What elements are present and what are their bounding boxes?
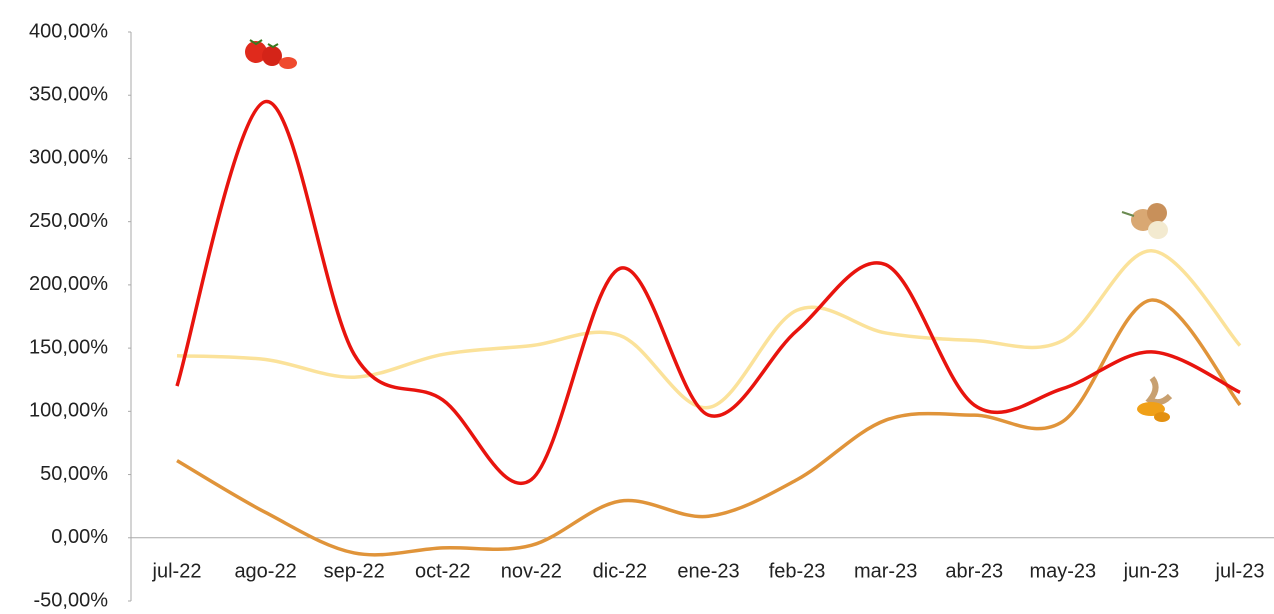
x-tick-label: mar-23	[854, 560, 917, 582]
series-line	[177, 101, 1240, 483]
y-tick-label: 0,00%	[51, 526, 108, 548]
x-tick-label: jun-23	[1123, 560, 1180, 582]
tomato-icon	[245, 40, 297, 69]
y-tick-label: 200,00%	[29, 273, 108, 295]
x-tick-label: dic-22	[593, 560, 647, 582]
y-tick-label: 100,00%	[29, 400, 108, 422]
series-line	[177, 251, 1240, 408]
x-tick-label: abr-23	[945, 560, 1003, 582]
y-tick-label: 250,00%	[29, 210, 108, 232]
x-tick-label: jul-23	[1215, 560, 1265, 582]
chart: -50,00% 0,00% 50,00% 100,00% 150,00% 200,00% 2…	[0, 0, 1274, 609]
y-tick-label: 150,00%	[29, 336, 108, 358]
x-tick-label: oct-22	[415, 560, 471, 582]
y-tick-label: 50,00%	[40, 463, 108, 485]
x-tick-label: ago-22	[234, 560, 296, 582]
x-tick-label: may-23	[1029, 560, 1096, 582]
ginger-icon	[1137, 378, 1170, 422]
onion-icon	[1122, 203, 1168, 239]
y-tick-label: 350,00%	[29, 84, 108, 106]
y-tick-label: 400,00%	[29, 20, 108, 42]
y-tick-label: 300,00%	[29, 147, 108, 169]
x-tick-label: jul-22	[152, 560, 202, 582]
x-tick-label: sep-22	[324, 560, 385, 582]
series-line	[177, 300, 1240, 555]
x-tick-label: ene-23	[677, 560, 739, 582]
x-tick-label: nov-22	[501, 560, 562, 582]
y-tick-label: -50,00%	[34, 589, 109, 609]
x-tick-label: feb-23	[769, 560, 826, 582]
